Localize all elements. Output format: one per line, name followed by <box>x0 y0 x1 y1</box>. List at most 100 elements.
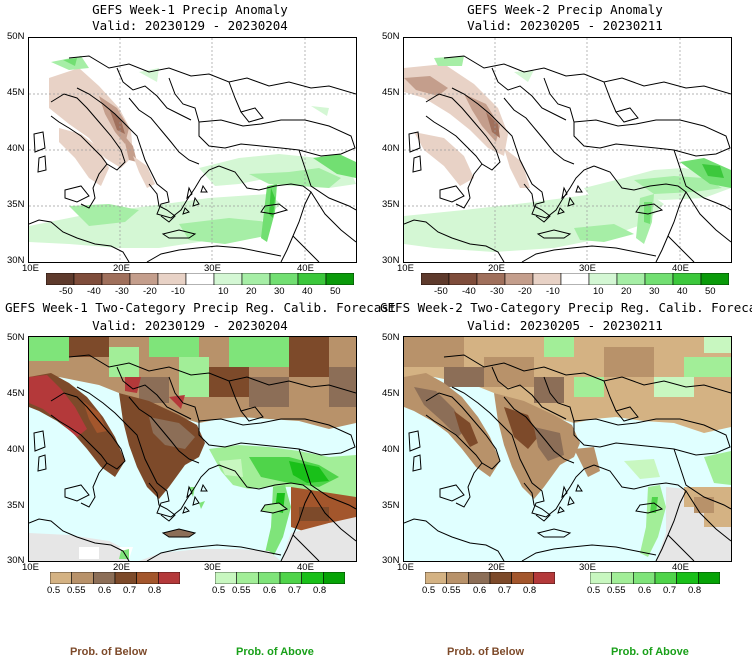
colorbar-swatch <box>325 273 354 285</box>
colorbar-swatch <box>73 273 103 285</box>
colorbar-swatch <box>114 572 137 584</box>
lat-label: 50N <box>7 332 25 343</box>
below-colorbar-2-swatches <box>425 572 555 584</box>
colorbar-tick: 30 <box>274 286 285 297</box>
anomaly-colorbar-2-swatches <box>421 273 729 285</box>
colorbar-tick: 0.55 <box>442 585 461 596</box>
colorbar-tick: 0.8 <box>523 585 537 596</box>
colorbar-swatch <box>301 572 324 584</box>
colorbar-tick: 30 <box>649 286 660 297</box>
panel-1-valid: Valid: 20230129 - 20230204 <box>92 18 288 33</box>
colorbar-swatch <box>297 273 327 285</box>
anomaly-colorbar-1-swatches <box>46 273 354 285</box>
colorbar-tick: 0.5 <box>47 585 61 596</box>
legend-below-label-1: Prob. of Below <box>70 646 147 658</box>
panel-1-map <box>28 37 357 263</box>
colorbar-swatch <box>279 572 302 584</box>
lon-label: 10E <box>397 263 414 274</box>
lon-label: 30E <box>204 562 221 573</box>
colorbar-swatch <box>448 273 478 285</box>
colorbar-tick: 20 <box>621 286 632 297</box>
lon-label: 40E <box>297 263 314 274</box>
above-colorbar-1 <box>215 572 345 584</box>
above-colorbar-2-swatches <box>590 572 720 584</box>
lon-label: 30E <box>579 562 596 573</box>
lon-label: 40E <box>672 263 689 274</box>
lat-label: 35N <box>7 199 25 210</box>
colorbar-tick: 0.6 <box>263 585 277 596</box>
colorbar-swatch <box>158 572 180 584</box>
lat-label: 40N <box>7 143 25 154</box>
colorbar-swatch <box>258 572 281 584</box>
anomaly-colorbar-1 <box>46 273 354 285</box>
lat-label: 45N <box>7 87 25 98</box>
colorbar-swatch <box>157 273 187 285</box>
colorbar-swatch <box>185 273 215 285</box>
legend-above-label-1: Prob. of Above <box>236 646 314 658</box>
colorbar-swatch <box>489 572 512 584</box>
colorbar-swatch <box>698 572 720 584</box>
colorbar-tick: -50 <box>59 286 73 297</box>
panel-4-map <box>403 336 732 562</box>
colorbar-tick: 0.5 <box>212 585 226 596</box>
lat-label: 40N <box>7 444 25 455</box>
lat-label: 45N <box>7 388 25 399</box>
colorbar-swatch <box>93 572 116 584</box>
colorbar-tick: 0.55 <box>67 585 86 596</box>
panel-4-title: GEFS Week-2 Two-Category Precip Reg. Cal… <box>380 300 752 315</box>
colorbar-swatch <box>511 572 534 584</box>
colorbar-swatch <box>213 273 243 285</box>
colorbar-swatch <box>446 572 469 584</box>
colorbar-tick: 0.7 <box>288 585 302 596</box>
lat-label: 40N <box>382 444 400 455</box>
lat-label: 40N <box>382 143 400 154</box>
above-colorbar-2 <box>590 572 720 584</box>
panel-1-title: GEFS Week-1 Precip Anomaly <box>92 2 288 17</box>
lat-label: 35N <box>7 500 25 511</box>
colorbar-tick: 50 <box>330 286 341 297</box>
lat-label: 45N <box>382 87 400 98</box>
panel-3-title: GEFS Week-1 Two-Category Precip Reg. Cal… <box>5 300 397 315</box>
lat-label: 30N <box>382 555 400 566</box>
colorbar-swatch <box>71 572 94 584</box>
lon-label: 30E <box>579 263 596 274</box>
colorbar-tick: -20 <box>518 286 532 297</box>
colorbar-swatch <box>101 273 131 285</box>
anomaly-fills <box>29 56 356 248</box>
colorbar-swatch <box>700 273 729 285</box>
lon-label: 20E <box>488 562 505 573</box>
colorbar-swatch <box>616 273 646 285</box>
lon-label: 10E <box>397 562 414 573</box>
below-colorbar-1-swatches <box>50 572 180 584</box>
colorbar-swatch <box>241 273 271 285</box>
colorbar-swatch <box>672 273 702 285</box>
colorbar-tick: 0.7 <box>123 585 137 596</box>
colorbar-swatch <box>425 572 447 584</box>
colorbar-swatch <box>504 273 534 285</box>
colorbar-swatch <box>323 572 345 584</box>
lat-label: 30N <box>382 255 400 266</box>
colorbar-swatch <box>129 273 159 285</box>
lon-label: 10E <box>22 263 39 274</box>
lat-label: 35N <box>382 199 400 210</box>
panel-3-map <box>28 336 357 562</box>
colorbar-tick: -10 <box>171 286 185 297</box>
colorbar-tick: 0.7 <box>498 585 512 596</box>
panel-4-valid: Valid: 20230205 - 20230211 <box>467 318 663 333</box>
lat-label: 30N <box>7 255 25 266</box>
colorbar-tick: 0.5 <box>587 585 601 596</box>
colorbar-swatch <box>269 273 299 285</box>
above-colorbar-1-swatches <box>215 572 345 584</box>
lat-label: 50N <box>382 31 400 42</box>
colorbar-tick: 0.6 <box>473 585 487 596</box>
colorbar-swatch <box>633 572 656 584</box>
colorbar-swatch <box>50 572 72 584</box>
colorbar-tick: -40 <box>462 286 476 297</box>
legend-below-label-2: Prob. of Below <box>447 646 524 658</box>
lat-label: 50N <box>382 332 400 343</box>
colorbar-swatch <box>588 273 618 285</box>
colorbar-tick: 0.8 <box>313 585 327 596</box>
colorbar-tick: 20 <box>246 286 257 297</box>
colorbar-swatch <box>476 273 506 285</box>
colorbar-tick: 0.8 <box>688 585 702 596</box>
